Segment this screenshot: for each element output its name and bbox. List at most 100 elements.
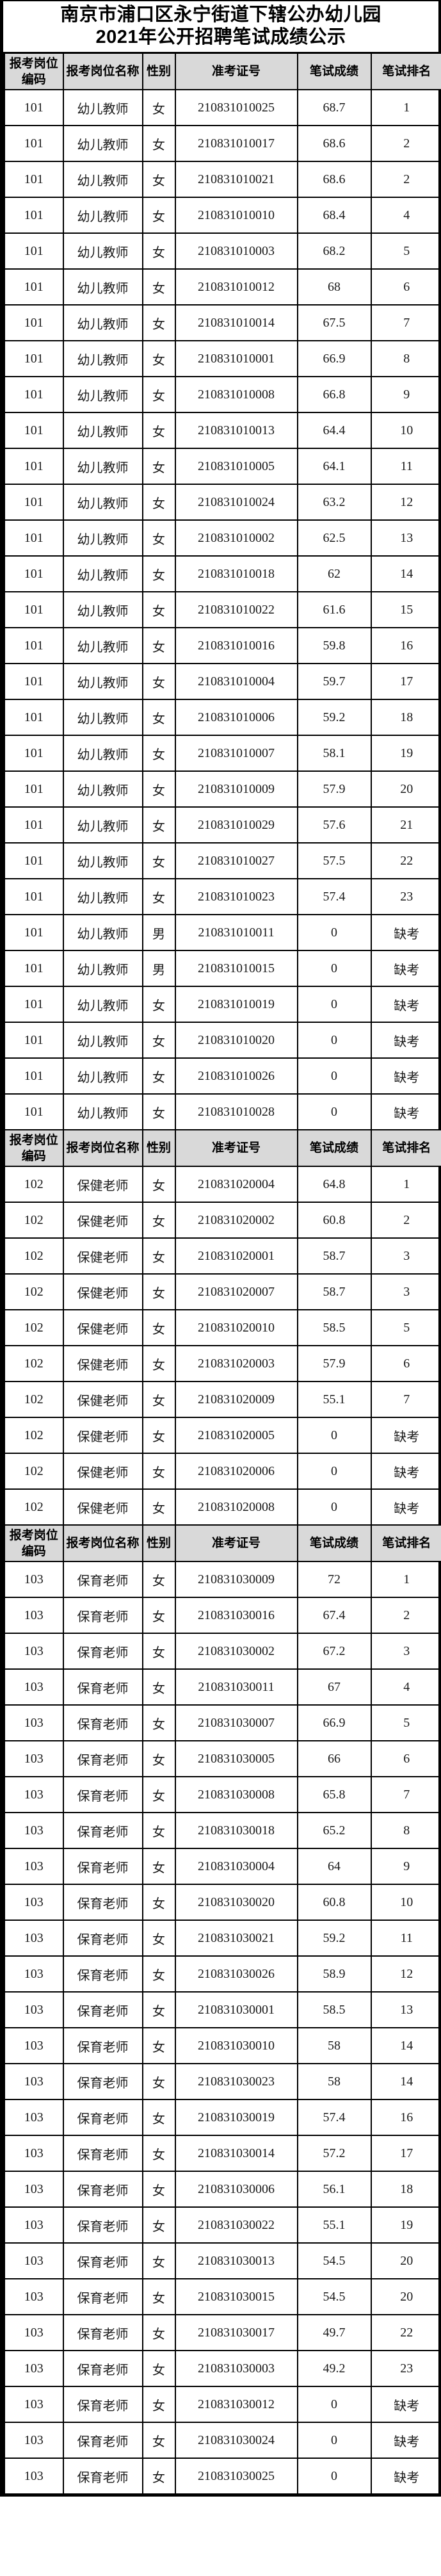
cell-gender: 女 <box>141 663 176 700</box>
table-row: 101 幼儿教师女 210831010006 59.2 18 <box>3 699 441 736</box>
cell-rank: 5 <box>370 1309 441 1346</box>
cell-ticket: 210831010023 <box>174 878 298 915</box>
cell-score: 63.2 <box>296 484 372 521</box>
column-header-name: 报考岗位名称 <box>62 52 143 90</box>
cell-name: 保健老师 <box>62 1202 143 1239</box>
cell-code: 103 <box>3 1884 64 1921</box>
cell-rank: 缺考 <box>370 2386 441 2423</box>
cell-score: 54.5 <box>296 2278 372 2315</box>
cell-name: 幼儿教师 <box>62 1093 143 1130</box>
cell-code: 101 <box>3 699 64 736</box>
cell-code: 103 <box>3 1848 64 1885</box>
cell-name: 幼儿教师 <box>62 842 143 879</box>
cell-code: 101 <box>3 1057 64 1095</box>
cell-ticket: 210831010019 <box>174 986 298 1023</box>
cell-ticket: 210831010025 <box>174 89 298 126</box>
cell-ticket: 210831010008 <box>174 376 298 413</box>
cell-code: 103 <box>3 2171 64 2208</box>
cell-score: 66.9 <box>296 340 372 377</box>
cell-gender: 女 <box>141 986 176 1023</box>
cell-name: 保育老师 <box>62 1955 143 1993</box>
cell-score: 49.2 <box>296 2350 372 2387</box>
cell-ticket: 210831010027 <box>174 842 298 879</box>
cell-code: 103 <box>3 1812 64 1849</box>
cell-gender: 男 <box>141 914 176 951</box>
cell-name: 幼儿教师 <box>62 663 143 700</box>
header-row-section-103: 报考岗位编码 报考岗位名称 性别 准考证号 笔试成绩 笔试排名 <box>3 1524 441 1562</box>
cell-rank: 9 <box>370 376 441 413</box>
cell-rank: 13 <box>370 1991 441 2028</box>
cell-code: 103 <box>3 2206 64 2244</box>
cell-code: 103 <box>3 1597 64 1634</box>
cell-score: 58 <box>296 2027 372 2064</box>
table-row: 101 幼儿教师女 210831010021 68.6 2 <box>3 161 441 198</box>
cell-name: 保育老师 <box>62 2314 143 2351</box>
cell-ticket: 210831010010 <box>174 197 298 234</box>
table-row: 101 幼儿教师女 210831010012 68 6 <box>3 268 441 306</box>
page-title-line-1: 南京市浦口区永宁街道下辖公办幼儿园 <box>60 4 381 25</box>
cell-code: 102 <box>3 1309 64 1346</box>
cell-code: 103 <box>3 1704 64 1741</box>
cell-score: 59.8 <box>296 627 372 664</box>
cell-gender: 女 <box>141 232 176 270</box>
cell-rank: 20 <box>370 2242 441 2279</box>
column-header-score: 笔试成绩 <box>296 52 372 90</box>
cell-name: 幼儿教师 <box>62 1022 143 1059</box>
table-row: 101 幼儿教师女 210831010003 68.2 5 <box>3 232 441 270</box>
table-row: 102 保健老师女 210831020002 60.8 2 <box>3 1202 441 1239</box>
cell-ticket: 210831030012 <box>174 2386 298 2423</box>
cell-gender: 女 <box>141 1955 176 1993</box>
cell-rank: 6 <box>370 1740 441 1777</box>
cell-rank: 缺考 <box>370 1488 441 1526</box>
cell-rank: 20 <box>370 770 441 808</box>
cell-ticket: 210831030013 <box>174 2242 298 2279</box>
table-row: 101 幼儿教师女 210831010009 57.9 20 <box>3 770 441 808</box>
cell-ticket: 210831030016 <box>174 1597 298 1634</box>
cell-score: 57.2 <box>296 2135 372 2172</box>
cell-code: 102 <box>3 1345 64 1382</box>
cell-ticket: 210831010009 <box>174 770 298 808</box>
cell-name: 保育老师 <box>62 1776 143 1813</box>
cell-ticket: 210831030004 <box>174 1848 298 1885</box>
cell-score: 64.1 <box>296 448 372 485</box>
cell-score: 0 <box>296 2422 372 2459</box>
cell-score: 65.8 <box>296 1776 372 1813</box>
cell-gender: 女 <box>141 1561 176 1598</box>
cell-gender: 女 <box>141 1057 176 1095</box>
cell-ticket: 210831020004 <box>174 1166 298 1203</box>
cell-ticket: 210831010012 <box>174 268 298 306</box>
cell-ticket: 210831030003 <box>174 2350 298 2387</box>
cell-rank: 19 <box>370 2206 441 2244</box>
cell-ticket: 210831020010 <box>174 1309 298 1346</box>
cell-gender: 女 <box>141 1022 176 1059</box>
cell-code: 101 <box>3 1093 64 1130</box>
table-row: 103 保育老师女 210831030010 58 14 <box>3 2027 441 2064</box>
cell-gender: 女 <box>141 2314 176 2351</box>
cell-rank: 缺考 <box>370 2458 441 2496</box>
table-row: 103 保育老师女 210831030013 54.5 20 <box>3 2242 441 2279</box>
cell-gender: 女 <box>141 1273 176 1310</box>
cell-name: 保健老师 <box>62 1345 143 1382</box>
cell-code: 103 <box>3 2278 64 2315</box>
cell-score: 57.9 <box>296 1345 372 1382</box>
column-header-gender: 性别 <box>141 1129 176 1167</box>
cell-code: 103 <box>3 2386 64 2423</box>
cell-gender: 女 <box>141 1633 176 1670</box>
cell-rank: 缺考 <box>370 1057 441 1095</box>
cell-ticket: 210831010028 <box>174 1093 298 1130</box>
cell-name: 保健老师 <box>62 1453 143 1490</box>
cell-code: 101 <box>3 268 64 306</box>
cell-score: 68.7 <box>296 89 372 126</box>
column-header-gender: 性别 <box>141 52 176 90</box>
cell-name: 幼儿教师 <box>62 340 143 377</box>
cell-gender: 女 <box>141 125 176 162</box>
cell-score: 67 <box>296 1668 372 1706</box>
cell-gender: 女 <box>141 1166 176 1203</box>
cell-rank: 10 <box>370 1884 441 1921</box>
cell-gender: 女 <box>141 806 176 844</box>
cell-name: 保育老师 <box>62 1561 143 1598</box>
cell-name: 保育老师 <box>62 2027 143 2064</box>
cell-name: 保健老师 <box>62 1237 143 1275</box>
cell-score: 60.8 <box>296 1202 372 1239</box>
table-row: 101 幼儿教师女 210831010025 68.7 1 <box>3 89 441 126</box>
